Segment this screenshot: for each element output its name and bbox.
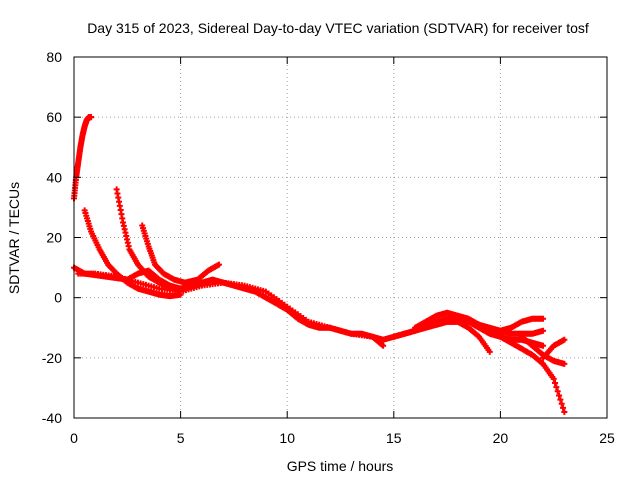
data-point (540, 342, 547, 349)
data-point (553, 384, 560, 391)
grid (74, 57, 607, 418)
data-point (561, 336, 568, 343)
data-point (550, 375, 557, 382)
x-tick-label: 15 (386, 430, 402, 446)
y-tick-label: 60 (46, 109, 62, 125)
data-point (560, 404, 567, 411)
data-point (215, 261, 222, 268)
plot-frame (73, 56, 608, 419)
y-tick-label: 40 (46, 169, 62, 185)
x-tick-label: 25 (599, 430, 615, 446)
x-tick-labels: 0 5 10 15 20 25 (70, 430, 615, 446)
data-point (561, 408, 568, 415)
data-point (556, 392, 563, 399)
data-point (552, 380, 559, 387)
data-points (71, 114, 568, 415)
data-point (557, 396, 564, 403)
data-point (380, 342, 387, 349)
data-point (558, 400, 565, 407)
x-tick-label: 10 (279, 430, 295, 446)
y-tick-label: 0 (54, 290, 62, 306)
x-tick-label: 20 (493, 430, 509, 446)
chart-title: Day 315 of 2023, Sidereal Day-to-day VTE… (87, 20, 589, 36)
y-tick-label: 80 (46, 49, 62, 65)
data-point (540, 327, 547, 334)
data-point (88, 114, 95, 121)
tick-marks (73, 56, 608, 419)
x-tick-label: 0 (70, 430, 78, 446)
data-point (540, 315, 547, 322)
y-axis-label: SDTVAR / TECUs (6, 182, 22, 294)
x-tick-label: 5 (177, 430, 185, 446)
y-tick-label: -40 (42, 410, 62, 426)
y-tick-label: 20 (46, 230, 62, 246)
y-tick-label: -20 (42, 350, 62, 366)
data-point (561, 360, 568, 367)
y-tick-labels: -40 -20 0 20 40 60 80 (42, 49, 62, 426)
data-point (554, 388, 561, 395)
data-point (486, 348, 493, 355)
x-axis-label: GPS time / hours (287, 458, 394, 474)
